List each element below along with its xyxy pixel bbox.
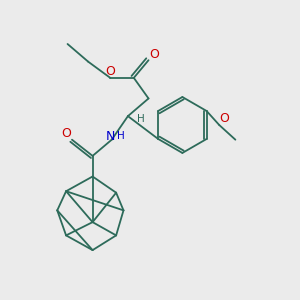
Text: O: O <box>105 65 115 78</box>
Text: O: O <box>61 127 71 140</box>
Text: H: H <box>137 114 145 124</box>
Text: O: O <box>220 112 230 125</box>
Text: N: N <box>106 130 115 143</box>
Text: H: H <box>117 131 125 141</box>
Text: O: O <box>149 48 159 62</box>
